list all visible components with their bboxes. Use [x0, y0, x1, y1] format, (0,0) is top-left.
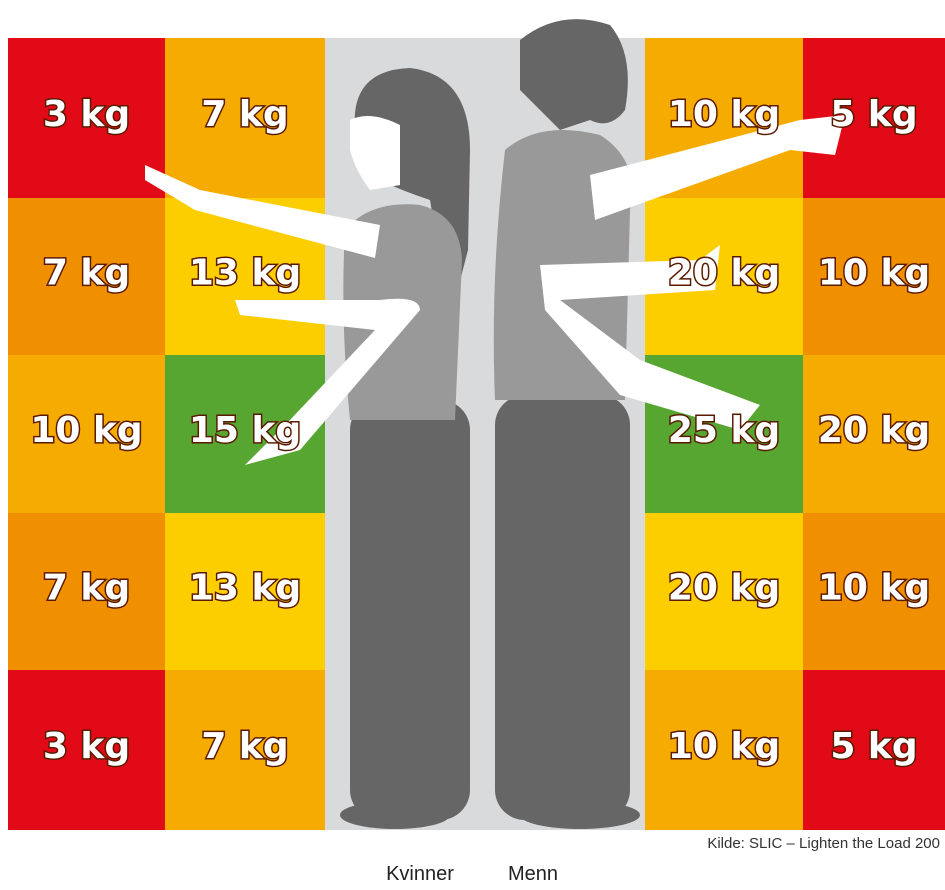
cell-label: 20 kg: [668, 568, 780, 609]
cell-label: 3 kg: [43, 94, 130, 135]
cell-label: 20 kg: [668, 253, 780, 294]
cell-label: 25 kg: [668, 410, 780, 451]
women-label: Kvinner: [386, 863, 454, 885]
cell-label: 7 kg: [201, 726, 288, 767]
cell-label: 13 kg: [189, 568, 301, 609]
cell-label: 13 kg: [189, 253, 301, 294]
cell-label: 3 kg: [43, 726, 130, 767]
cell-label: 10 kg: [668, 94, 780, 135]
cell-label: 15 kg: [189, 410, 301, 451]
cell-label: 10 kg: [818, 253, 930, 294]
men-label: Menn: [508, 863, 558, 885]
infographic: Kilde: SLIC – Lighten the Load 200 Kvinn…: [0, 0, 945, 890]
cell-label: 7 kg: [43, 253, 130, 294]
source-note: Kilde: SLIC – Lighten the Load 200: [707, 835, 940, 852]
cell-label: 5 kg: [830, 726, 917, 767]
cell-label: 5 kg: [830, 94, 917, 135]
cell-label: 20 kg: [818, 410, 930, 451]
cell-label: 10 kg: [818, 568, 930, 609]
cell-label: 10 kg: [30, 410, 142, 451]
cell-label: 7 kg: [43, 568, 130, 609]
cell-label: 7 kg: [201, 94, 288, 135]
cell-label: 10 kg: [668, 726, 780, 767]
